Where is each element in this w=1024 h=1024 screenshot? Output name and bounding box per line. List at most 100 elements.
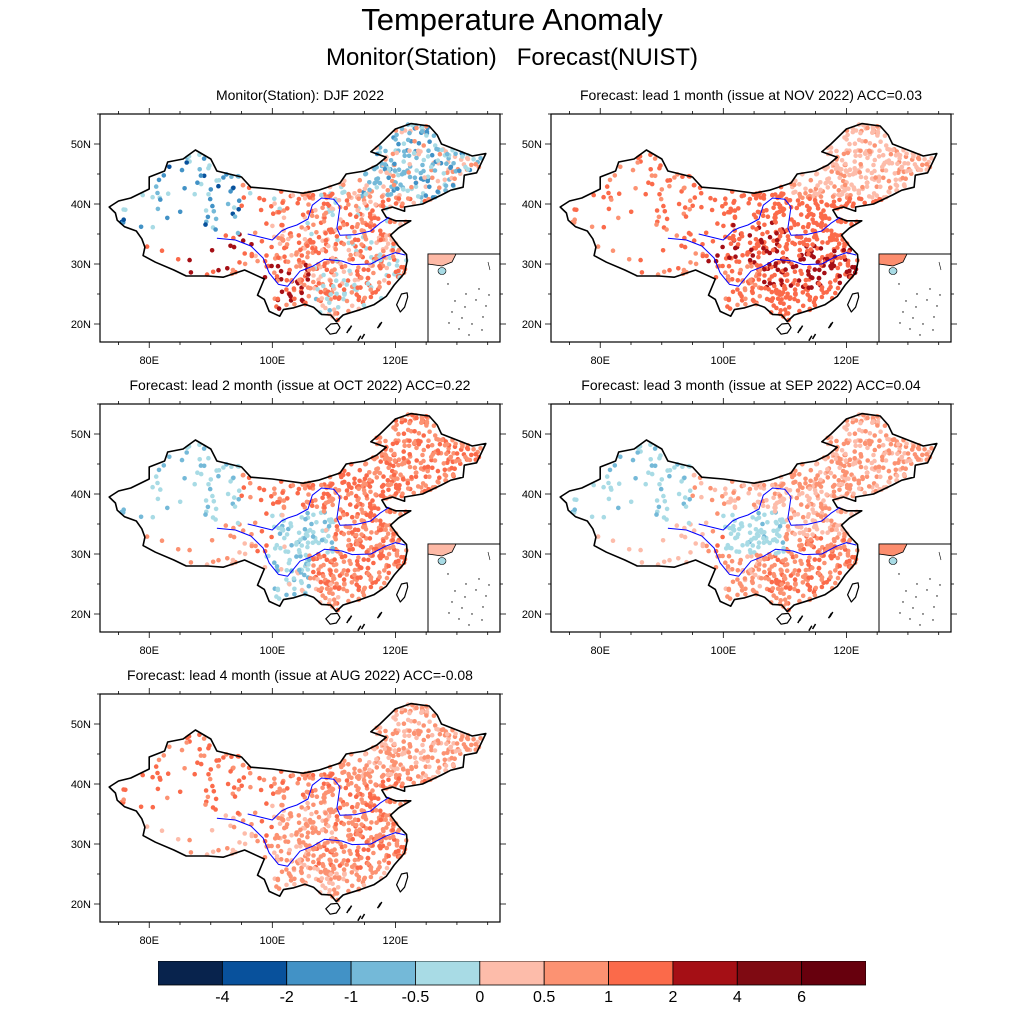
station-dot: [319, 876, 325, 881]
station-dot: [818, 484, 824, 489]
station-dot: [393, 137, 398, 142]
station-dot: [319, 296, 325, 301]
station-dot: [452, 756, 458, 761]
station-dot: [381, 538, 386, 544]
lat-tick-label: 30N: [71, 259, 91, 271]
lon-tick-label: 120E: [834, 355, 860, 367]
station-dot: [277, 786, 282, 792]
station-dot: [883, 458, 889, 463]
station-dot: [341, 849, 347, 854]
station-dot: [391, 173, 396, 179]
station-dot: [648, 457, 653, 462]
station-dot: [216, 473, 221, 479]
station-dot: [626, 257, 632, 262]
station-dot: [341, 512, 347, 518]
station-dot: [235, 810, 241, 816]
station-dot: [885, 436, 890, 442]
station-dot: [332, 267, 337, 272]
station-dot: [192, 191, 197, 197]
station-dot: [839, 482, 845, 487]
station-dot: [815, 512, 821, 518]
station-dot: [298, 554, 303, 559]
station-dot: [704, 543, 709, 549]
station-dot: [362, 814, 368, 819]
station-dot: [842, 241, 847, 247]
station-dot: [348, 252, 353, 258]
station-dot: [835, 233, 840, 238]
station-dot: [406, 443, 412, 449]
station-dot: [299, 805, 304, 810]
station-dot: [429, 442, 435, 448]
station-dot: [894, 183, 900, 189]
station-dot: [349, 804, 355, 810]
station-dot: [414, 125, 419, 131]
station-dot: [779, 278, 784, 284]
station-dot: [377, 574, 382, 580]
station-dot: [839, 192, 845, 197]
station-dot: [658, 196, 664, 202]
station-dot: [350, 546, 356, 552]
station-dot: [856, 191, 862, 196]
station-dot: [390, 544, 396, 549]
station-dot: [231, 534, 237, 540]
station-dot: [914, 454, 919, 460]
station-dot: [865, 445, 870, 451]
station-dot: [792, 222, 797, 228]
station-dot: [792, 586, 797, 592]
station-dot: [401, 739, 407, 744]
station-dot: [787, 296, 793, 301]
station-dot: [331, 597, 337, 602]
station-dot: [682, 235, 687, 241]
station-dot: [405, 188, 411, 194]
station-dot: [401, 729, 407, 734]
station-dot: [385, 821, 391, 826]
station-dot: [758, 237, 764, 243]
station-dot: [394, 440, 400, 446]
station-dot: [228, 823, 233, 829]
station-dot: [356, 486, 362, 492]
station-dot: [835, 460, 840, 465]
station-dot: [772, 509, 778, 514]
station-dot: [757, 272, 762, 277]
station-dot: [795, 572, 800, 577]
station-dot: [368, 584, 374, 590]
station-dot: [437, 185, 442, 190]
station-dot: [285, 259, 291, 265]
station-dot: [426, 148, 431, 153]
station-dot: [210, 559, 216, 565]
station-dot: [758, 485, 764, 490]
station-dot: [808, 247, 813, 252]
station-dot: [421, 433, 427, 438]
station-dot: [378, 845, 383, 851]
station-dot: [723, 270, 728, 275]
station-dot: [786, 305, 792, 310]
station-dot: [457, 458, 462, 464]
station-dot: [210, 783, 215, 789]
station-dot: [346, 492, 351, 497]
station-dot: [386, 273, 392, 279]
station-dot: [405, 776, 411, 781]
station-dot: [835, 170, 840, 175]
station-dot: [616, 191, 622, 196]
station-dot: [435, 479, 441, 484]
station-dot: [280, 780, 285, 785]
station-dot: [773, 261, 779, 266]
station-dot: [296, 820, 302, 826]
lat-tick-label: 40N: [522, 199, 542, 211]
station-dot: [782, 597, 788, 602]
island-mark: [378, 321, 383, 328]
station-dot: [295, 200, 300, 206]
station-dot: [443, 763, 449, 769]
station-dot: [352, 857, 358, 863]
station-dot: [396, 196, 402, 201]
station-dot: [323, 249, 329, 254]
station-dot: [359, 532, 364, 537]
station-dot: [769, 579, 775, 585]
station-dot: [184, 160, 189, 165]
station-dot: [216, 557, 221, 563]
station-dot: [765, 230, 770, 235]
station-dot: [749, 264, 754, 269]
station-dot: [852, 456, 857, 461]
station-dot: [463, 164, 468, 170]
station-dot: [850, 462, 856, 467]
